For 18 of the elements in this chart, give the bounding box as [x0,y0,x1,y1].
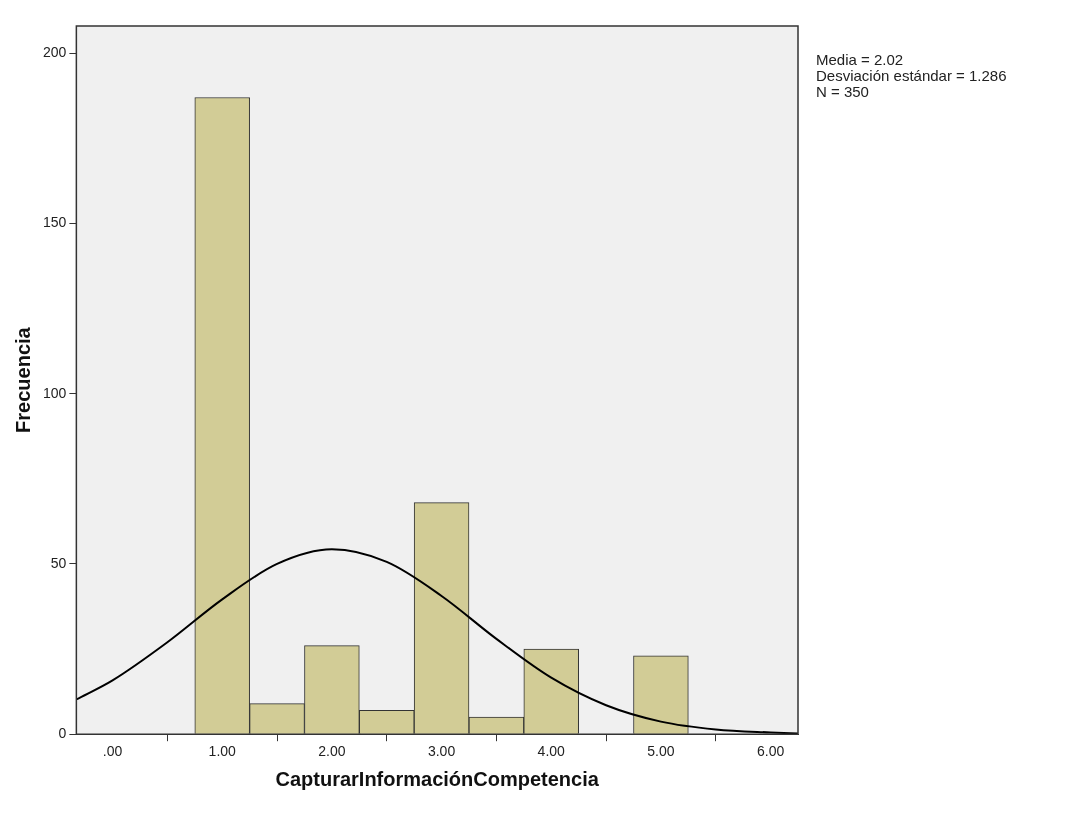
text: Desviación estándar = 1.286 [816,67,1007,84]
y-axis-title: Frecuencia [11,326,34,433]
x-tick-label: 5.00 [647,743,675,760]
text: N = 350 [816,83,870,100]
y-tick-label: 100 [43,384,67,401]
y-tick-label: 0 [58,725,67,742]
x-axis-title: CapturarInformaciónCompetencia [275,767,600,790]
x-tick-label: 2.00 [318,743,346,760]
line-series [76,548,798,735]
x-tick-label: .00 [102,743,123,760]
y-tick-label: 50 [50,554,67,571]
x-tick-label: 4.00 [537,743,566,760]
x-tick-label: 6.00 [756,743,785,760]
x-tick-label: 3.00 [427,743,456,760]
x-tick-label: 1.00 [208,743,237,760]
text: Media = 2.02 [816,51,905,68]
y-tick-label: 150 [43,214,67,231]
y-tick-label: 200 [43,44,67,61]
